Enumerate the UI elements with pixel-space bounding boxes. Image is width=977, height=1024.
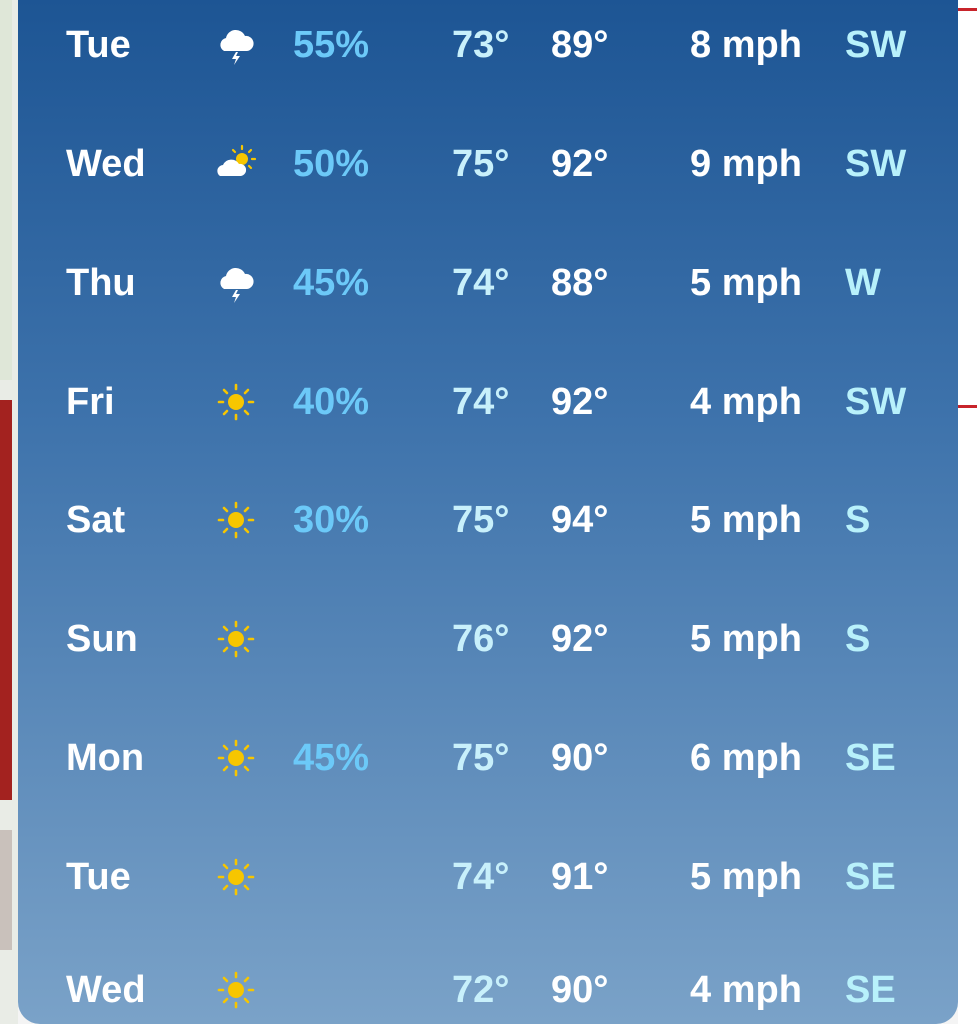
wind-text: 4 mph bbox=[690, 969, 802, 1011]
weather-icon bbox=[214, 261, 258, 305]
direction-text: S bbox=[845, 618, 871, 660]
low-text: 75° bbox=[452, 143, 510, 185]
precip-text: 40% bbox=[293, 381, 370, 423]
high-text: 90° bbox=[551, 969, 609, 1011]
low-text: 75° bbox=[452, 737, 510, 779]
direction-text: SW bbox=[845, 143, 907, 185]
direction-text: SE bbox=[845, 737, 896, 779]
divider bbox=[958, 405, 977, 408]
weather-icon bbox=[214, 617, 258, 661]
low-text: 74° bbox=[452, 262, 510, 304]
precip-text: 45% bbox=[293, 737, 370, 779]
forecast-panel: Tue 55% 73° 89° 8 mph SW Wed 50% 75° 92° 9 mph SW Th… bbox=[18, 0, 958, 1024]
weather-icon bbox=[214, 380, 258, 424]
direction-text: W bbox=[845, 262, 881, 304]
day-text: Wed bbox=[66, 969, 146, 1011]
low-text: 74° bbox=[452, 856, 510, 898]
precip-text: 50% bbox=[293, 143, 370, 185]
direction-text: SE bbox=[845, 856, 896, 898]
day-text: Tue bbox=[66, 24, 131, 66]
weather-icon bbox=[214, 736, 258, 780]
high-text: 89° bbox=[551, 24, 609, 66]
day-text: Wed bbox=[66, 143, 146, 185]
high-text: 90° bbox=[551, 737, 609, 779]
weather-icon bbox=[214, 23, 258, 67]
wind-text: 8 mph bbox=[690, 24, 802, 66]
wind-text: 6 mph bbox=[690, 737, 802, 779]
low-text: 74° bbox=[452, 381, 510, 423]
day-text: Fri bbox=[66, 381, 115, 423]
weather-icon bbox=[214, 498, 258, 542]
wind-text: 9 mph bbox=[690, 143, 802, 185]
wind-text: 5 mph bbox=[690, 618, 802, 660]
direction-text: SW bbox=[845, 24, 907, 66]
weather-icon bbox=[214, 968, 258, 1012]
day-text: Tue bbox=[66, 856, 131, 898]
precip-text: 30% bbox=[293, 499, 370, 541]
background-app-edge bbox=[958, 0, 977, 1024]
precip-text: 55% bbox=[293, 24, 370, 66]
low-text: 73° bbox=[452, 24, 510, 66]
wind-text: 5 mph bbox=[690, 262, 802, 304]
precip-text: 45% bbox=[293, 262, 370, 304]
high-text: 92° bbox=[551, 381, 609, 423]
background-app-edge bbox=[0, 0, 18, 1024]
day-text: Sat bbox=[66, 499, 126, 541]
weather-icon bbox=[214, 142, 258, 186]
high-text: 94° bbox=[551, 499, 609, 541]
direction-text: S bbox=[845, 499, 871, 541]
low-text: 75° bbox=[452, 499, 510, 541]
wind-text: 5 mph bbox=[690, 856, 802, 898]
divider bbox=[958, 8, 977, 11]
direction-text: SE bbox=[845, 969, 896, 1011]
high-text: 88° bbox=[551, 262, 609, 304]
high-text: 92° bbox=[551, 143, 609, 185]
background-image bbox=[0, 830, 12, 950]
day-text: Thu bbox=[66, 262, 136, 304]
wind-text: 5 mph bbox=[690, 499, 802, 541]
low-text: 76° bbox=[452, 618, 510, 660]
wind-text: 4 mph bbox=[690, 381, 802, 423]
day-text: Sun bbox=[66, 618, 138, 660]
low-text: 72° bbox=[452, 969, 510, 1011]
high-text: 91° bbox=[551, 856, 609, 898]
direction-text: SW bbox=[845, 381, 907, 423]
weather-icon bbox=[214, 855, 258, 899]
background-image bbox=[0, 0, 12, 380]
high-text: 92° bbox=[551, 618, 609, 660]
background-image bbox=[0, 400, 12, 800]
day-text: Mon bbox=[66, 737, 145, 779]
